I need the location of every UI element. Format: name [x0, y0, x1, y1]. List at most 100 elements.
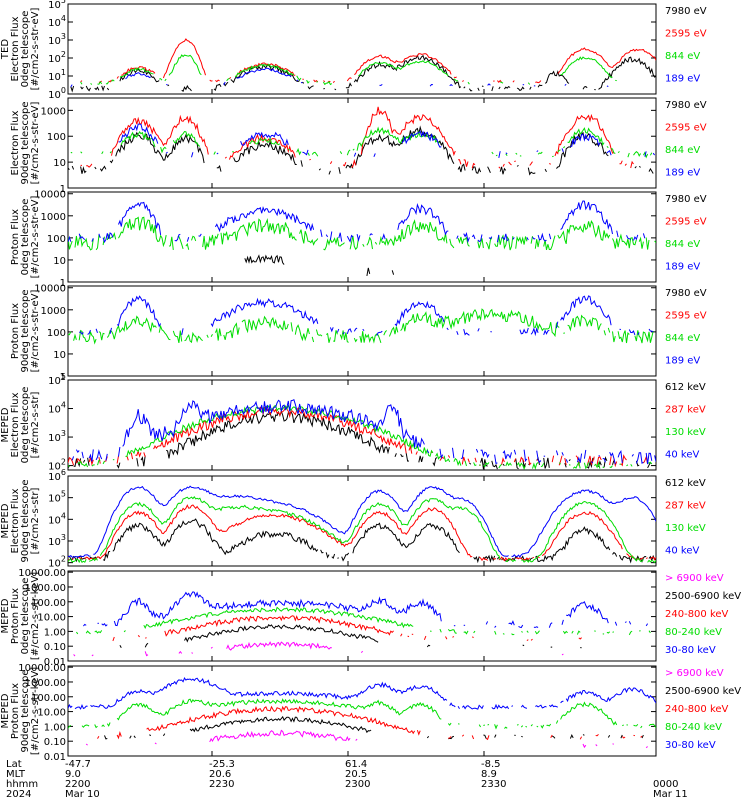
legend-entry: 844 eV: [665, 51, 700, 62]
y-axis-label: Proton Flux90deg telescope[#/cm2-s-str-e…: [10, 289, 41, 372]
footer-value: 2200: [65, 779, 90, 790]
legend-entry: 189 eV: [665, 262, 700, 273]
legend-entry: 40 keV: [665, 546, 699, 557]
y-tick-label: 0.10: [44, 642, 66, 653]
series-7980-ev: [70, 54, 656, 93]
y-tick-label: 10: [53, 350, 66, 361]
series-189-ev: [71, 68, 651, 87]
y-axis-label: Proton Flux0deg telescope[#/cm2-s-str-eV…: [10, 196, 41, 279]
panel-frame: [67, 3, 657, 95]
time-axis-footer: Lat -47.7 -25.3 61.4 -8.5 MLT 9.0 20.6 20.5 8.9 hh…: [6, 759, 688, 800]
legend-entry: 612 keV: [665, 382, 706, 393]
footer-value: -25.3: [209, 759, 235, 770]
y-tick-label: 1: [60, 372, 66, 383]
panel-frame: [67, 285, 657, 377]
y-tick-label: 1: [60, 278, 66, 289]
legend-entry: 7980 eV: [665, 6, 707, 17]
y-tick-label: 10000.00: [18, 663, 66, 674]
legend-entry: 7980 eV: [665, 100, 707, 111]
legend-entry: > 6900 keV: [665, 573, 724, 584]
plot-area: [68, 485, 656, 564]
legend-entry: > 6900 keV: [665, 668, 724, 679]
footer-value: Mar 10: [65, 789, 100, 800]
panel-frame: [67, 97, 657, 189]
legend-entry: 80-240 keV: [665, 627, 722, 638]
footer-value: 0000: [653, 779, 678, 790]
legend-entry: 189 eV: [665, 168, 700, 179]
y-tick-label: 10000: [34, 190, 66, 201]
y-tick-label: 100.00: [31, 693, 66, 704]
y-tick-label: 1000.00: [25, 583, 66, 594]
legend-entry: 7980 eV: [665, 288, 707, 299]
footer-value: Mar 11: [653, 789, 688, 800]
y-tick-label: 100: [47, 132, 66, 143]
series-130-kev: [68, 404, 653, 470]
y-axis-label: Electron Flux90deg telescope[#/cm2-s-str…: [10, 101, 41, 184]
series-240-800-kev: [98, 707, 655, 740]
y-tick-label: 100: [47, 234, 66, 245]
y-tick-label: 10000: [34, 284, 66, 295]
y-axis-label: TEDElectron Flux0deg telescope[#/cm2-s-s…: [0, 8, 41, 91]
panel-frame: [67, 570, 657, 662]
plot-area: [68, 296, 656, 370]
series-40-kev: [68, 485, 656, 558]
footer-row-label: MLT: [6, 769, 26, 780]
series--6900-kev: [74, 642, 656, 656]
y-tick-label: 1.00: [44, 722, 66, 733]
y-tick-label: 1: [60, 184, 66, 195]
series-287-kev: [68, 504, 656, 562]
series-130-kev: [68, 495, 656, 564]
y-tick-label: 104: [48, 14, 66, 29]
series-189-ev: [79, 296, 656, 336]
y-tick-label: 1000.00: [25, 678, 66, 689]
legend-entry: 844 eV: [665, 333, 700, 344]
y-tick-label: 10: [53, 158, 66, 169]
legend-entry: 2595 eV: [665, 123, 707, 134]
plot-area: [68, 398, 656, 470]
y-tick-label: 105: [48, 372, 66, 387]
legend-entry: 30-80 keV: [665, 645, 716, 656]
y-tick-label: 10.00: [37, 708, 66, 719]
legend-entry: 2595 eV: [665, 311, 707, 322]
legend-entry: 40 keV: [665, 450, 699, 461]
footer-value: 20.6: [209, 769, 231, 780]
legend-entry: 287 keV: [665, 501, 706, 512]
panel-frame: [67, 665, 657, 757]
y-tick-label: 1000: [41, 306, 66, 317]
panel-8: 0.01 0.10 1.00 10.00 100.00 1000.00 10000.00ME…: [0, 663, 741, 763]
plot-area: [70, 38, 656, 93]
series-80-240-kev: [76, 608, 656, 635]
plot-area: [68, 107, 656, 174]
y-tick-label: 102: [48, 50, 66, 65]
y-tick-label: 103: [48, 32, 66, 47]
legend-entry: 189 eV: [665, 356, 700, 367]
legend-entry: 80-240 keV: [665, 722, 722, 733]
series-30-80-kev: [83, 592, 653, 628]
y-tick-label: 0.01: [44, 752, 66, 763]
legend-entry: 2595 eV: [665, 217, 707, 228]
y-tick-label: 10000.00: [18, 568, 66, 579]
footer-value: 20.5: [345, 769, 367, 780]
footer-row-label: Lat: [6, 759, 22, 770]
legend-entry: 612 keV: [665, 478, 706, 489]
series-844-ev: [68, 216, 656, 251]
panel-frame: [67, 379, 657, 471]
y-tick-label: 101: [48, 68, 66, 83]
panel-frame: [67, 191, 657, 283]
plot-area: [68, 677, 656, 748]
y-tick-label: 0.01: [44, 657, 66, 668]
y-tick-label: 100.00: [31, 598, 66, 609]
footer-value: 2230: [209, 779, 234, 790]
legend-entry: 240-800 keV: [665, 704, 729, 715]
legend-entry: 189 eV: [665, 74, 700, 85]
legend-entry: 2500-6900 keV: [665, 686, 741, 697]
footer-value: 2300: [345, 779, 370, 790]
legend-entry: 130 keV: [665, 523, 706, 534]
y-tick-label: 105: [48, 0, 66, 11]
